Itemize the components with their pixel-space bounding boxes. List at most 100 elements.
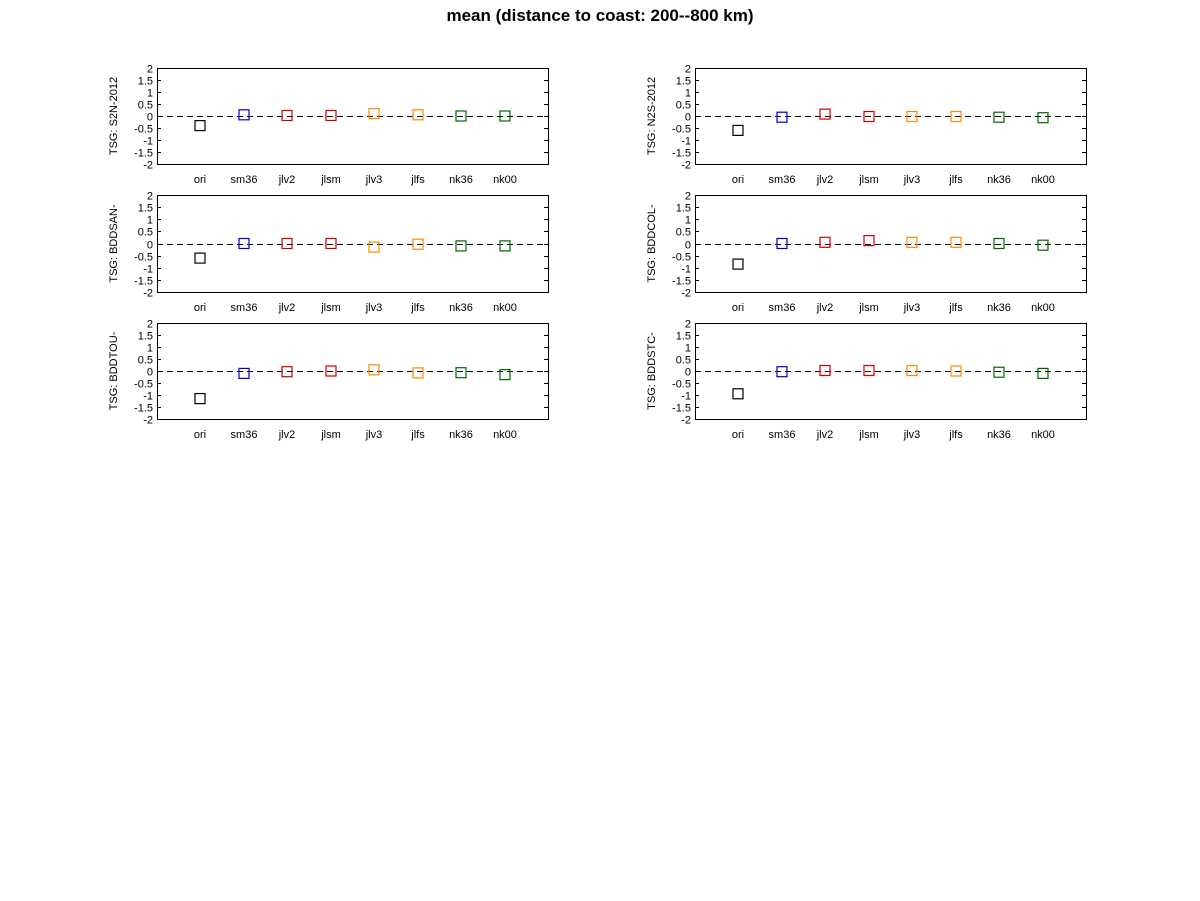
x-tick-label: jlv3 xyxy=(903,429,921,441)
y-tick-label: 0.5 xyxy=(676,355,691,367)
x-tick-label: nk36 xyxy=(449,174,473,186)
x-tick-label: jlfs xyxy=(948,174,963,186)
y-tick-label: -0.5 xyxy=(672,379,691,391)
data-point-jlsm xyxy=(325,237,337,250)
y-tick-label: 0.5 xyxy=(676,100,691,112)
y-tick-label: 0 xyxy=(147,367,153,379)
panel-2: 21.510.50-0.5-1-1.5-2 TSG: N2S-2012 ori sm3… xyxy=(646,64,1087,186)
y-tick-label: 1 xyxy=(147,88,153,100)
y-axis-label: TSG: BDDSAN- xyxy=(108,204,120,283)
x-tick-label: jlv3 xyxy=(365,174,383,186)
y-tick-label: 0 xyxy=(685,112,691,124)
x-tick-label: nk36 xyxy=(987,429,1011,441)
data-point-jlfs xyxy=(412,367,424,379)
data-point-jlv3 xyxy=(368,364,380,376)
y-tick-label: -0.5 xyxy=(134,252,153,264)
y-tick-label: -1.5 xyxy=(134,403,153,415)
y-tick-label: 1 xyxy=(147,215,153,227)
x-tick-label: jlv3 xyxy=(903,174,921,186)
x-tick-label: sm36 xyxy=(769,174,796,186)
data-point-jlsm xyxy=(325,109,337,122)
y-tick-label: 2 xyxy=(685,191,691,203)
x-tick-label: jlsm xyxy=(858,302,879,314)
data-point-jlv2 xyxy=(281,366,293,378)
data-point-nk36 xyxy=(455,367,467,379)
y-tick-label: -2 xyxy=(681,415,691,427)
y-tick-label: -0.5 xyxy=(672,124,691,136)
y-tick-label: -0.5 xyxy=(134,379,153,391)
x-tick-label: jlfs xyxy=(410,174,425,186)
y-tick-label: 2 xyxy=(147,191,153,203)
x-tick-label: nk36 xyxy=(449,302,473,314)
data-point-ori xyxy=(732,124,744,137)
data-point-nk00 xyxy=(1037,239,1049,251)
data-point-jlsm xyxy=(863,235,875,247)
x-tick-label: jlv3 xyxy=(903,302,921,314)
y-tick-label: -1 xyxy=(143,391,153,403)
data-point-jlfs xyxy=(412,238,424,250)
y-tick-label: 2 xyxy=(147,319,153,331)
data-point-nk36 xyxy=(455,110,467,122)
x-tick-label: jlv2 xyxy=(816,174,834,186)
data-point-ori xyxy=(194,393,206,405)
data-point-jlfs xyxy=(412,109,424,121)
data-point-jlv3 xyxy=(906,110,918,123)
x-tick-label: nk00 xyxy=(493,429,517,441)
data-point-nk00 xyxy=(499,110,511,122)
y-tick-label: -1.5 xyxy=(134,276,153,288)
y-tick-label: -2 xyxy=(143,160,153,172)
x-tick-label: ori xyxy=(732,429,744,441)
data-point-nk00 xyxy=(1037,112,1049,124)
y-tick-label: 0.5 xyxy=(138,355,153,367)
data-point-sm36 xyxy=(776,237,788,250)
data-point-nk36 xyxy=(455,240,467,252)
data-point-jlv3 xyxy=(906,236,918,248)
data-point-sm36 xyxy=(776,366,788,378)
x-tick-label: jlfs xyxy=(410,302,425,314)
x-tick-label: nk36 xyxy=(987,302,1011,314)
data-point-sm36 xyxy=(238,367,250,379)
x-tick-label: jlv3 xyxy=(365,302,383,314)
data-point-jlsm xyxy=(863,364,875,377)
x-tick-label: nk00 xyxy=(493,174,517,186)
y-tick-label: 1.5 xyxy=(676,331,691,343)
x-tick-label: nk00 xyxy=(1031,302,1055,314)
y-tick-label: -0.5 xyxy=(672,252,691,264)
y-tick-label: 1 xyxy=(685,215,691,227)
data-point-ori xyxy=(194,252,206,264)
x-tick-label: jlv2 xyxy=(816,302,834,314)
y-tick-label: -0.5 xyxy=(134,124,153,136)
y-tick-label: -1 xyxy=(681,264,691,276)
y-tick-label: 1.5 xyxy=(676,76,691,88)
x-tick-label: ori xyxy=(732,174,744,186)
x-tick-label: ori xyxy=(732,302,744,314)
x-tick-label: jlsm xyxy=(320,174,341,186)
panel-5: 21.510.50-0.5-1-1.5-2 TSG: BDDTOU-ori sm36… xyxy=(108,319,549,441)
y-tick-label: -2 xyxy=(681,160,691,172)
x-tick-label: sm36 xyxy=(769,429,796,441)
x-tick-label: jlfs xyxy=(948,302,963,314)
data-point-ori xyxy=(194,119,206,132)
data-point-nk36 xyxy=(993,111,1005,123)
x-tick-label: ori xyxy=(194,302,206,314)
data-point-ori xyxy=(732,388,744,400)
x-tick-label: jlv2 xyxy=(278,174,296,186)
y-tick-label: -1 xyxy=(143,264,153,276)
data-point-jlv3 xyxy=(906,364,918,377)
x-tick-label: jlv3 xyxy=(365,429,383,441)
x-tick-label: nk36 xyxy=(987,174,1011,186)
y-axis-label: TSG: BDDCOL- xyxy=(646,204,658,283)
data-point-ori xyxy=(732,258,744,270)
data-point-sm36 xyxy=(776,111,788,123)
y-axis-label: TSG: N2S-2012 xyxy=(646,77,658,155)
data-point-nk36 xyxy=(993,237,1005,250)
x-tick-label: nk00 xyxy=(1031,429,1055,441)
x-tick-label: ori xyxy=(194,174,206,186)
x-tick-label: sm36 xyxy=(231,429,258,441)
panel-1: 21.510.50-0.5-1-1.5-2 TSG: S2N-2012 ori sm3… xyxy=(108,64,549,186)
y-tick-label: -1 xyxy=(681,391,691,403)
y-axis-label: TSG: BDDTOU- xyxy=(108,331,120,410)
figure-title: mean (distance to coast: 200--800 km) xyxy=(446,6,754,25)
data-point-jlv2 xyxy=(819,364,831,377)
